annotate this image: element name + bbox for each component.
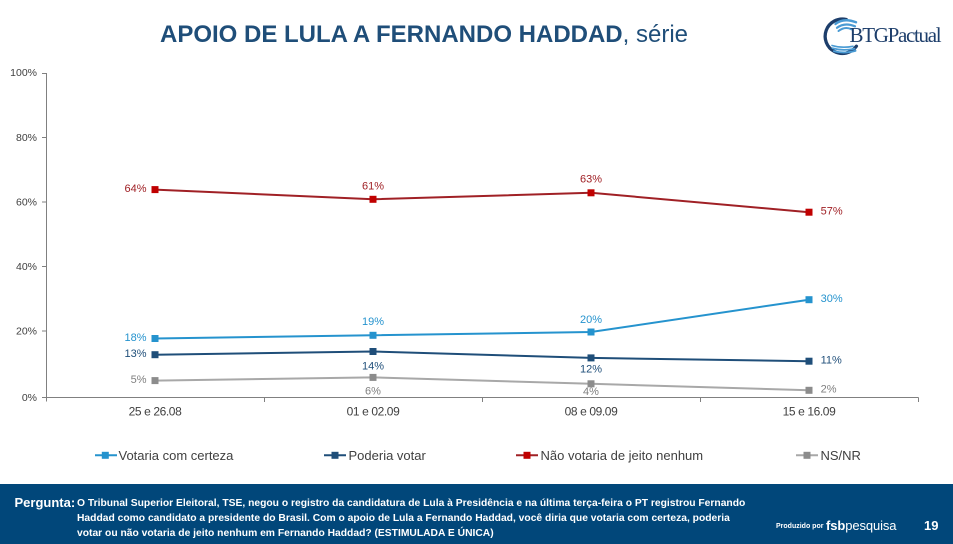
svg-text:01 e 02.09: 01 e 02.09 — [347, 405, 400, 419]
svg-text:BTGPactual: BTGPactual — [850, 23, 942, 47]
svg-text:Poderia votar: Poderia votar — [349, 448, 427, 463]
svg-text:15 e 16.09: 15 e 16.09 — [783, 405, 836, 419]
svg-text:13%: 13% — [124, 348, 146, 360]
svg-text:61%: 61% — [362, 181, 384, 193]
svg-text:40%: 40% — [16, 261, 37, 273]
svg-text:25 e 26.08: 25 e 26.08 — [129, 405, 182, 419]
svg-text:64%: 64% — [124, 183, 146, 195]
svg-text:12%: 12% — [580, 364, 602, 376]
svg-text:5%: 5% — [131, 374, 147, 386]
svg-text:20%: 20% — [16, 325, 37, 337]
svg-text:63%: 63% — [580, 174, 602, 186]
svg-text:60%: 60% — [16, 197, 37, 209]
svg-text:Não votaria de jeito nenhum: Não votaria de jeito nenhum — [541, 448, 704, 463]
svg-text:100%: 100% — [10, 67, 37, 79]
svg-text:08 e 09.09: 08 e 09.09 — [565, 405, 618, 419]
svg-text:30%: 30% — [821, 293, 843, 305]
svg-text:14%: 14% — [362, 360, 384, 372]
svg-text:11%: 11% — [821, 355, 842, 367]
svg-text:57%: 57% — [821, 206, 843, 218]
svg-text:19%: 19% — [362, 316, 384, 328]
svg-text:80%: 80% — [16, 132, 37, 144]
svg-text:6%: 6% — [365, 386, 381, 398]
svg-text:20%: 20% — [580, 314, 602, 326]
svg-text:Votaria com certeza: Votaria com certeza — [119, 448, 235, 463]
svg-text:0%: 0% — [22, 392, 37, 404]
svg-text:18%: 18% — [124, 332, 146, 344]
svg-text:NS/NR: NS/NR — [821, 448, 861, 463]
svg-text:4%: 4% — [583, 386, 599, 398]
svg-text:2%: 2% — [821, 384, 837, 396]
